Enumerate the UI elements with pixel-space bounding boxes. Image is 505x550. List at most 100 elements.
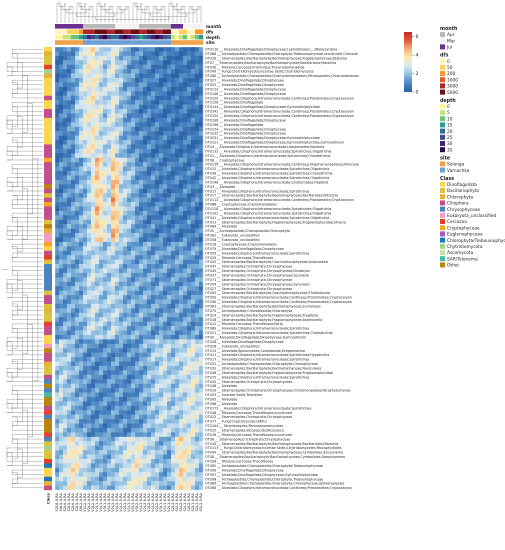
heatmap-cell [131,140,136,145]
heatmap-cell [151,374,156,380]
heatmap-cell [75,73,80,79]
heatmap-cell [159,383,164,389]
heatmap-cell [151,140,156,145]
heatmap-cell [67,419,72,424]
heatmap-cell [179,233,184,238]
annotation-cell-depth [103,34,108,40]
heatmap-cell [103,135,108,141]
heatmap-cell [115,295,120,300]
heatmap-cell [175,374,180,380]
heatmap-cell [183,272,188,278]
heatmap-cell [91,401,96,407]
heatmap-cell [111,122,116,127]
heatmap-cell [135,197,140,203]
heatmap-cell [91,47,96,52]
heatmap-cell [75,166,80,172]
heatmap-cell [187,467,192,473]
heatmap-cell [147,246,152,251]
heatmap-cell [135,233,140,238]
heatmap-cell [143,233,148,238]
annotation-cell-month [115,24,120,29]
heatmap-cell [163,339,168,345]
heatmap-cell [163,441,168,446]
heatmap-cell [167,188,172,194]
heatmap-cell [83,237,88,243]
heatmap-cell [171,272,176,278]
heatmap-cell [111,286,116,291]
heatmap-cell [107,334,112,340]
heatmap-cell [175,334,180,340]
row-label: OTU74 __ Archaeplastida;Chloroplastida;C… [205,309,292,313]
heatmap-cell [111,233,116,238]
heatmap-cell [55,60,60,65]
heatmap-cell [67,432,72,438]
heatmap-cell [135,308,140,313]
heatmap-cell [111,379,116,384]
legend-label: 20 [447,129,453,135]
legend-label: Apr [447,32,455,38]
heatmap-cell [143,184,148,189]
heatmap-cell [195,197,200,203]
annotation-cell-dfs [175,29,180,34]
heatmap-cell [175,228,180,234]
heatmap-cell [87,237,92,243]
heatmap-cell [55,113,60,119]
heatmap-cell [91,436,96,442]
heatmap-cell [195,326,200,331]
heatmap-cell [111,450,116,455]
heatmap-cell [191,113,196,119]
heatmap-cell [191,175,196,181]
heatmap-cell [91,467,96,473]
heatmap-cell [55,140,60,145]
heatmap-cell [171,432,176,438]
annotation-cell-depth [151,34,156,40]
heatmap-cell [183,264,188,269]
heatmap-cell [159,476,164,482]
heatmap-cell [167,135,172,141]
heatmap-cell [107,264,112,269]
heatmap-cell [119,157,124,163]
heatmap-cell [111,60,116,65]
row-class-cell [44,117,52,123]
heatmap-cell [171,299,176,305]
heatmap-cell [131,69,136,74]
heatmap-cell [103,419,108,424]
heatmap-cell [191,122,196,127]
heatmap-cell [71,82,76,88]
heatmap-cell [143,392,148,398]
column-label: V1L3-6-RA [139,492,143,511]
heatmap-cell [155,272,160,278]
heatmap-cell [55,148,60,154]
heatmap-cell [91,374,96,380]
heatmap-cell [143,162,148,167]
heatmap-cell [159,246,164,251]
heatmap-cell [195,104,200,110]
heatmap-cell [123,321,128,327]
heatmap-cell [199,352,204,358]
heatmap-cell [155,131,160,136]
heatmap-cell [59,303,64,309]
heatmap-cell [131,339,136,345]
heatmap-cell [71,472,76,477]
heatmap-cell [107,370,112,376]
heatmap-cell [187,148,192,154]
heatmap-cell [131,454,136,460]
heatmap-cell [99,401,104,407]
heatmap-cell [147,255,152,260]
column-label: V1L3-4-RA [107,492,111,511]
heatmap-cell [151,321,156,327]
heatmap-cell [99,312,104,318]
heatmap-cell [107,405,112,411]
heatmap-cell [191,95,196,101]
heatmap-cell [147,135,152,141]
heatmap-cell [91,259,96,265]
heatmap-cell [55,445,60,451]
heatmap-cell [83,210,88,216]
heatmap-cell [179,352,184,358]
heatmap-cell [111,47,116,52]
heatmap-cell [159,255,164,260]
heatmap-cell [183,193,188,198]
row-label: OTU5 __ Archaeplastida;Chloroplastida;Ch… [205,229,290,233]
heatmap-cell [87,202,92,207]
heatmap-cell [75,357,80,362]
